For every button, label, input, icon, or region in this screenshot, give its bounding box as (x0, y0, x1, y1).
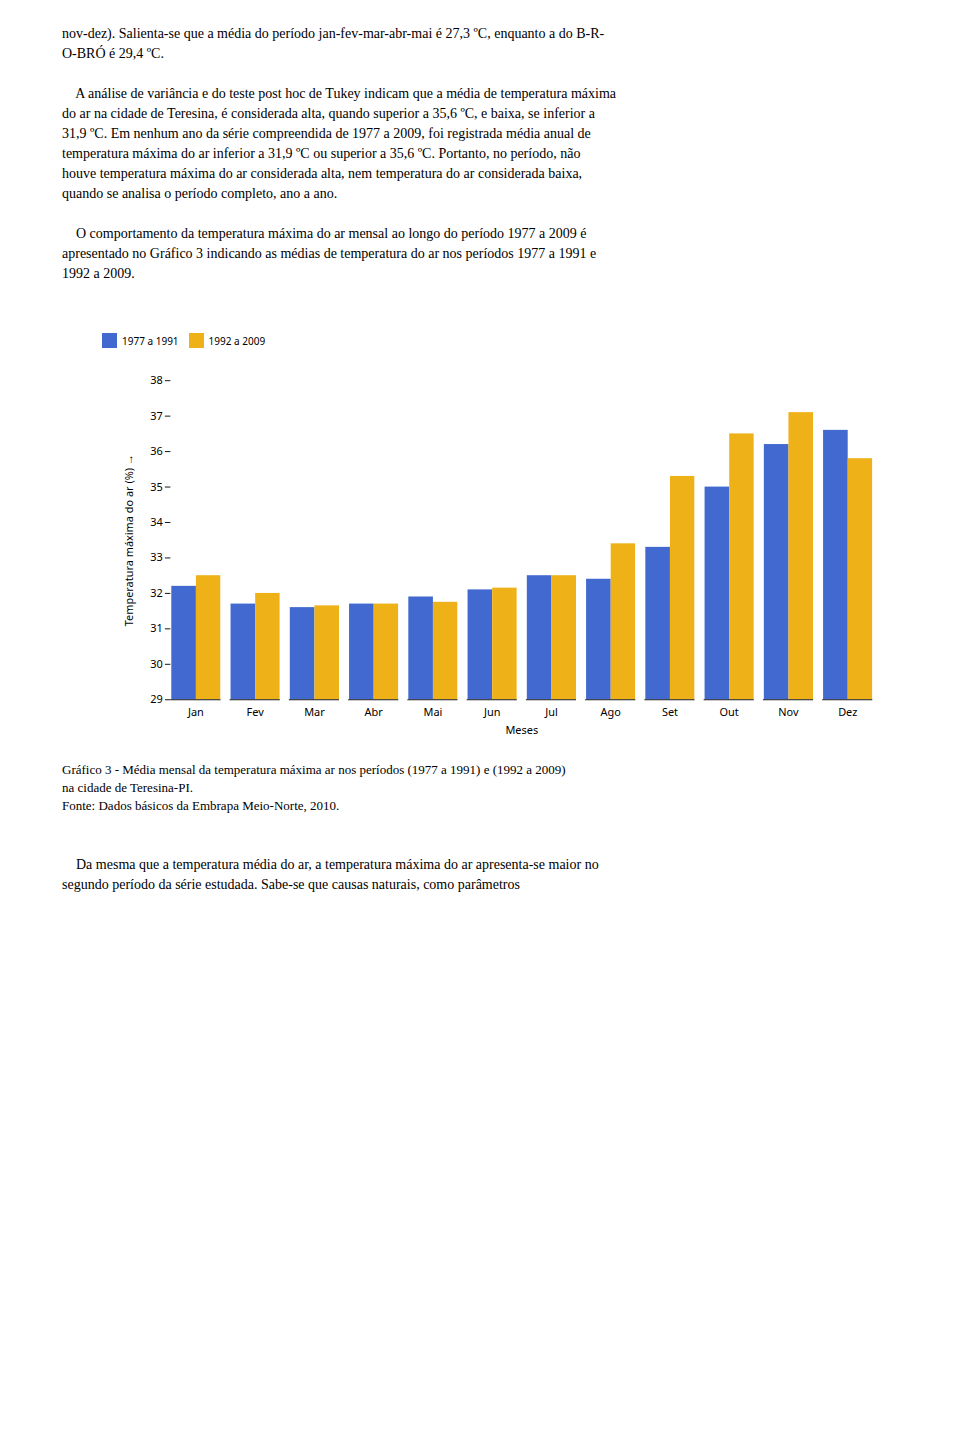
svg-text:Mar: Mar (304, 704, 325, 719)
html-text:quando se analisa o período co: quando se analisa o período completo, an… (62, 186, 338, 201)
svg-text:34: 34 (150, 514, 163, 529)
html-text:31,9 ºC. Em nenhum ano da séri: 31,9 ºC. Em nenhum ano da série compreen… (62, 126, 591, 141)
html-text:1977 a 1991: 1977 a 1991 (122, 333, 179, 348)
svg-text:36: 36 (150, 443, 163, 458)
html-text:O-BRÓ é 29,4 ºC.: O-BRÓ é 29,4 ºC. (62, 46, 164, 61)
svg-text:33: 33 (150, 549, 163, 564)
svg-text:32: 32 (150, 585, 163, 600)
svg-text:Meses: Meses (505, 722, 538, 737)
svg-text:Abr: Abr (365, 704, 384, 719)
svg-text:Jun: Jun (483, 704, 500, 719)
svg-text:Set: Set (662, 704, 678, 719)
html-text:na cidade de Teresina-PI.: na cidade de Teresina-PI. (62, 779, 193, 795)
svg-text:31: 31 (150, 620, 163, 635)
svg-text:Jan: Jan (187, 704, 204, 719)
svg-text:Dez: Dez (838, 704, 857, 719)
svg-text:Fev: Fev (247, 704, 265, 719)
svg-text:37: 37 (150, 408, 163, 423)
html-text:Gráfico 3 - Média mensal da te: Gráfico 3 - Média mensal da temperatura … (62, 761, 566, 777)
html-text:segundo período da série estud: segundo período da série estudada. Sabe-… (62, 876, 520, 892)
html-text:temperatura máxima do ar infer: temperatura máxima do ar inferior a 31,9… (62, 146, 581, 161)
svg-text:35: 35 (150, 479, 163, 494)
html-text:1992 a 2009: 1992 a 2009 (208, 333, 266, 348)
svg-text:Nov: Nov (778, 704, 799, 719)
svg-text:29: 29 (150, 691, 163, 706)
svg-text:Ago: Ago (601, 704, 622, 719)
html-text:apresentado no Gráfico 3 indic: apresentado no Gráfico 3 indicando as mé… (62, 246, 597, 261)
svg-text:Jul: Jul (544, 704, 558, 719)
html-text:houve temperatura máxima do ar: houve temperatura máxima do ar considera… (62, 166, 583, 181)
html-text:Fonte: Dados básicos da Embrap: Fonte: Dados básicos da Embrapa Meio-Nor… (62, 797, 340, 813)
svg-text:Mai: Mai (423, 704, 442, 719)
html-text:Da mesma que a temperatura méd: Da mesma que a temperatura média do ar, … (62, 856, 599, 872)
svg-text:38: 38 (150, 372, 163, 387)
svg-text:Temperatura máxima do ar (%) →: Temperatura máxima do ar (%) → (121, 454, 136, 626)
svg-text:Out: Out (720, 704, 739, 719)
html-text:O comportamento da temperatura: O comportamento da temperatura máxima do… (62, 226, 587, 241)
html-text:nov-dez). Salienta-se que a mé: nov-dez). Salienta-se que a média do per… (62, 26, 605, 41)
html-text:A análise de variância e do te: A análise de variância e do teste post h… (62, 86, 616, 101)
html-text:1992 a 2009.: 1992 a 2009. (62, 266, 135, 281)
svg-text:30: 30 (150, 656, 163, 671)
html-text:do ar na cidade de Teresina, é: do ar na cidade de Teresina, é considera… (62, 106, 595, 121)
